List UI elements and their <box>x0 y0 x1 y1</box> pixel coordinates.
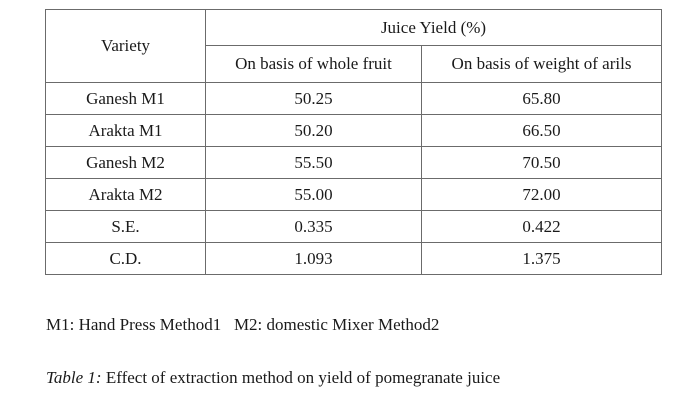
table-row: C.D. 1.093 1.375 <box>45 242 662 275</box>
cell-arils: 72.00 <box>421 178 662 211</box>
cell-variety: Arakta M2 <box>45 178 206 211</box>
header-juice-yield: Juice Yield (%) <box>205 9 662 46</box>
cell-whole-fruit: 55.00 <box>205 178 422 211</box>
cell-arils: 70.50 <box>421 146 662 179</box>
caption-label: Table 1: <box>46 368 102 387</box>
cell-arils: 65.80 <box>421 82 662 115</box>
table-row: Arakta M1 50.20 66.50 <box>45 114 662 147</box>
cell-whole-fruit: 1.093 <box>205 242 422 275</box>
caption-text: Effect of extraction method on yield of … <box>101 368 501 387</box>
cell-arils: 0.422 <box>421 210 662 243</box>
cell-arils: 1.375 <box>421 242 662 275</box>
cell-arils: 66.50 <box>421 114 662 147</box>
juice-yield-table: Variety Juice Yield (%) On basis of whol… <box>45 9 662 275</box>
cell-variety: C.D. <box>45 242 206 275</box>
cell-variety: Arakta M1 <box>45 114 206 147</box>
cell-whole-fruit: 50.25 <box>205 82 422 115</box>
cell-variety: Ganesh M2 <box>45 146 206 179</box>
method-note: M1: Hand Press Method1 M2: domestic Mixe… <box>46 315 440 334</box>
table-row: Arakta M2 55.00 72.00 <box>45 178 662 211</box>
header-whole-fruit: On basis of whole fruit <box>205 45 422 83</box>
header-weight-arils: On basis of weight of arils <box>421 45 662 83</box>
cell-whole-fruit: 0.335 <box>205 210 422 243</box>
cell-variety: Ganesh M1 <box>45 82 206 115</box>
table-caption: Table 1: Effect of extraction method on … <box>46 368 500 388</box>
table-row: Ganesh M1 50.25 65.80 <box>45 82 662 115</box>
table-row: Ganesh M2 55.50 70.50 <box>45 146 662 179</box>
header-variety: Variety <box>45 9 206 83</box>
cell-whole-fruit: 50.20 <box>205 114 422 147</box>
cell-whole-fruit: 55.50 <box>205 146 422 179</box>
table-row: S.E. 0.335 0.422 <box>45 210 662 243</box>
cell-variety: S.E. <box>45 210 206 243</box>
